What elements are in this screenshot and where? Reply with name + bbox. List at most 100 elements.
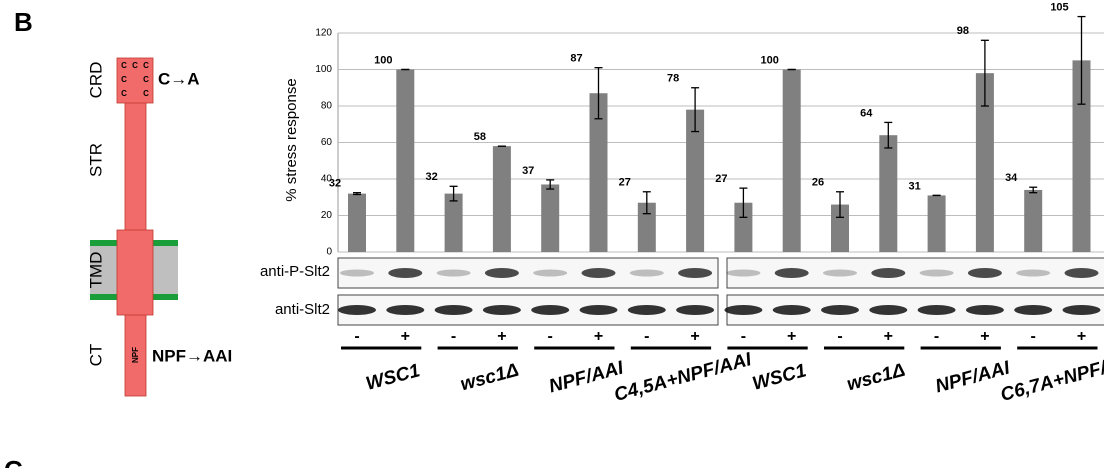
bar: [348, 194, 366, 252]
blot-band: [726, 270, 760, 277]
blot-band: [1016, 270, 1050, 277]
blot-band: [338, 305, 376, 315]
group-label: WSC1: [750, 360, 808, 394]
x-tick-label: +: [594, 328, 603, 345]
panel-label: C: [4, 455, 23, 468]
blot-band: [483, 305, 521, 315]
group-label: C6,7A+NPF/AAI: [998, 349, 1104, 406]
value-label: 98: [957, 25, 969, 37]
motif-label: NPF: [131, 347, 140, 363]
value-label: 78: [667, 73, 679, 85]
blot-band: [485, 268, 519, 278]
domain-label: CRD: [86, 62, 105, 99]
blot-band: [968, 268, 1002, 278]
cysteine: C: [143, 75, 149, 84]
x-tick-label: +: [690, 328, 699, 345]
bar: [445, 194, 463, 252]
x-tick-label: -: [451, 328, 456, 345]
bar: [396, 70, 414, 253]
x-tick-label: -: [354, 328, 359, 345]
x-tick-label: -: [837, 328, 842, 345]
x-tick-label: -: [548, 328, 553, 345]
bar: [783, 70, 801, 253]
cysteine: C: [143, 89, 149, 98]
blot-label: anti-P-Slt2: [260, 263, 330, 280]
value-label: 37: [522, 165, 534, 177]
mutation-label: C→A: [158, 69, 200, 88]
tmd-domain: [117, 230, 153, 315]
bar: [1024, 190, 1042, 252]
panel-label: B: [14, 7, 33, 37]
x-tick-label: +: [980, 328, 989, 345]
y-tick-label: 80: [321, 101, 333, 112]
value-label: 105: [1050, 1, 1068, 13]
blot-band: [821, 305, 859, 315]
value-label: 87: [570, 53, 582, 65]
y-tick-label: 0: [326, 247, 332, 258]
blot-band: [435, 305, 473, 315]
blot-band: [533, 270, 567, 277]
value-label: 64: [860, 107, 873, 119]
value-label: 34: [1005, 172, 1018, 184]
blot-label: anti-Slt2: [275, 301, 330, 318]
blot-band: [1063, 305, 1101, 315]
blot-band: [628, 305, 666, 315]
x-tick-label: -: [1031, 328, 1036, 345]
x-tick-label: +: [884, 328, 893, 345]
group-label: wsc1Δ: [458, 360, 521, 396]
blot-band: [678, 268, 712, 278]
group-label: wsc1Δ: [845, 360, 908, 396]
blot-band: [1014, 305, 1052, 315]
group-label: C4,5A+NPF/AAI: [612, 349, 754, 406]
blot-band: [920, 270, 954, 277]
blot-band: [580, 305, 618, 315]
x-tick-label: +: [401, 328, 410, 345]
x-tick-label: -: [644, 328, 649, 345]
blot-band: [388, 268, 422, 278]
cysteine: C: [121, 75, 127, 84]
blot-band: [1065, 268, 1099, 278]
blot-band: [869, 305, 907, 315]
x-tick-label: -: [741, 328, 746, 345]
blot-band: [823, 270, 857, 277]
blot-band: [871, 268, 905, 278]
figure: B C CRD STR TMD CT C→A NPF→AAI NPF % str…: [0, 0, 1104, 468]
blot-band: [437, 270, 471, 277]
blot-band: [966, 305, 1004, 315]
blot-band: [340, 270, 374, 277]
blot-band: [773, 305, 811, 315]
value-label: 100: [761, 54, 779, 66]
value-label: 27: [619, 177, 631, 189]
domain-label: STR: [86, 143, 105, 177]
x-tick-label: +: [497, 328, 506, 345]
blot-band: [724, 305, 762, 315]
value-label: 58: [474, 131, 486, 143]
blot-band: [775, 268, 809, 278]
y-axis-label: % stress response: [283, 78, 300, 201]
value-label: 32: [329, 178, 341, 190]
y-tick-label: 100: [315, 64, 332, 75]
cysteine: C: [132, 61, 138, 70]
cysteine: C: [143, 61, 149, 70]
group-label: WSC1: [364, 360, 422, 394]
bar: [879, 135, 897, 252]
domain-label: TMD: [86, 252, 105, 289]
bar: [541, 184, 559, 252]
value-label: 26: [812, 177, 824, 189]
domain-label: CT: [86, 344, 105, 367]
value-label: 100: [374, 54, 392, 66]
cysteine: C: [121, 61, 127, 70]
value-label: 32: [425, 171, 437, 183]
cysteine: C: [121, 89, 127, 98]
bar: [493, 146, 511, 252]
bar: [928, 195, 946, 252]
blot-band: [918, 305, 956, 315]
x-tick-label: +: [787, 328, 796, 345]
y-tick-label: 120: [315, 28, 332, 39]
x-tick-label: -: [934, 328, 939, 345]
x-tick-label: +: [1077, 328, 1086, 345]
blot-band: [630, 270, 664, 277]
y-tick-label: 60: [321, 137, 333, 148]
value-label: 31: [908, 180, 920, 192]
blot-band: [676, 305, 714, 315]
